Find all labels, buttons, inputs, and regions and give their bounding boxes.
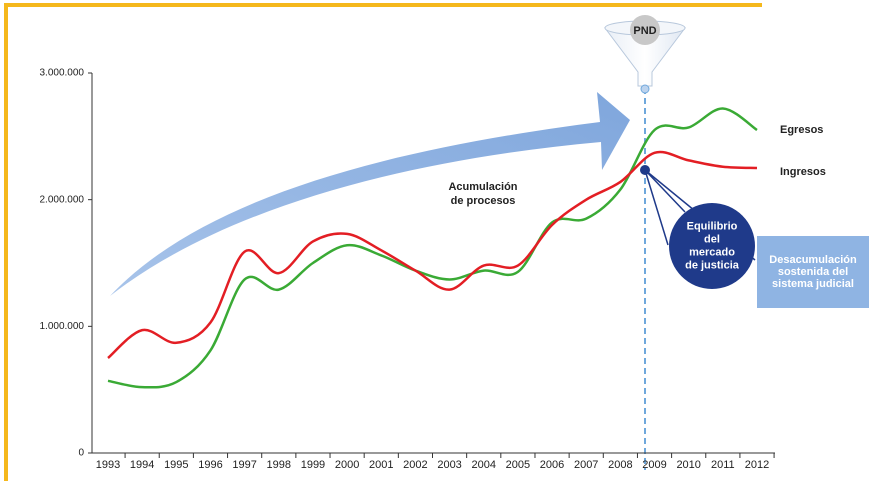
connector [644,169,669,246]
x-tick-label: 2008 [608,459,632,471]
annotation: Acumulación [448,181,517,193]
funnel-drop [640,84,650,94]
x-tick-label: 2006 [540,459,564,471]
legend-label: Ingresos [780,166,826,178]
pnd-circle [630,15,660,45]
big-arrow [110,92,630,296]
y-tick-label: 3.000.000 [40,68,85,79]
annotation: de procesos [451,195,516,207]
annotation: mercado [689,246,735,258]
equilibrium-circle [669,203,755,289]
x-tick-label: 2007 [574,459,598,471]
y-tick-label: 0 [78,448,84,459]
series-line [107,150,758,359]
x-tick-label: 1997 [232,459,256,471]
x-tick-label: 2004 [471,459,495,471]
x-tick-label: 2010 [676,459,700,471]
x-tick-label: 2000 [335,459,359,471]
x-tick-label: 2005 [506,459,530,471]
connector [644,169,686,213]
annotation: de justicia [685,259,740,271]
x-tick-label: 1995 [164,459,188,471]
x-tick-label: 1998 [267,459,291,471]
equilibrium-dot [640,165,650,175]
x-tick-label: 2003 [437,459,461,471]
legend-label: Egresos [780,124,823,136]
x-tick-label: 2002 [403,459,427,471]
annotation: del [704,233,720,245]
annotation: Desacumulación [769,254,857,266]
pnd-label: PND [633,25,656,37]
x-tick-label: 2011 [711,459,735,471]
y-tick-label: 2.000.000 [40,194,85,205]
x-tick-label: 1993 [96,459,120,471]
x-tick-label: 1994 [130,459,154,471]
x-tick-label: 1996 [198,459,222,471]
x-tick-label: 2009 [642,459,666,471]
annotation: sistema judicial [772,278,854,290]
series-line [107,107,758,389]
box [757,236,869,308]
annotation: sostenida del [778,266,848,278]
annotation: Equilibrio [687,220,738,232]
y-tick-label: 1.000.000 [40,321,85,332]
x-tick-label: 2012 [745,459,769,471]
x-tick-label: 1999 [301,459,325,471]
x-tick-label: 2001 [369,459,393,471]
